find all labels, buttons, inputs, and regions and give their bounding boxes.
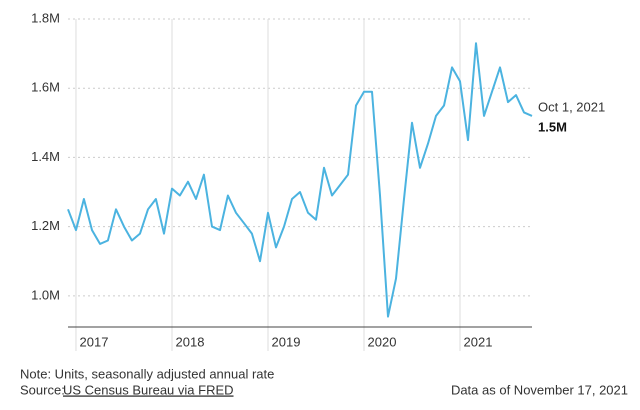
- y-tick-label: 1.4M: [31, 149, 60, 164]
- source-link[interactable]: US Census Bureau via FRED: [63, 382, 234, 397]
- x-tick-label: 2018: [176, 334, 205, 349]
- x-tick-label: 2020: [368, 334, 397, 349]
- y-tick-label: 1.8M: [31, 10, 60, 25]
- x-tick-label: 2021: [464, 334, 493, 349]
- source-label: Source:: [20, 382, 65, 397]
- note: Note: Units, seasonally adjusted annual …: [20, 366, 274, 381]
- x-tick-label: 2019: [272, 334, 301, 349]
- annotation-date: Oct 1, 2021: [538, 99, 605, 114]
- y-tick-label: 1.6M: [31, 80, 60, 95]
- line: [67, 42, 533, 318]
- annotation-value: 1.5M: [538, 119, 567, 134]
- data-as-of: Data as of November 17, 2021: [451, 382, 628, 397]
- y-tick-label: 1.0M: [31, 287, 60, 302]
- x-tick-label: 2017: [80, 334, 109, 349]
- y-tick-label: 1.2M: [31, 218, 60, 233]
